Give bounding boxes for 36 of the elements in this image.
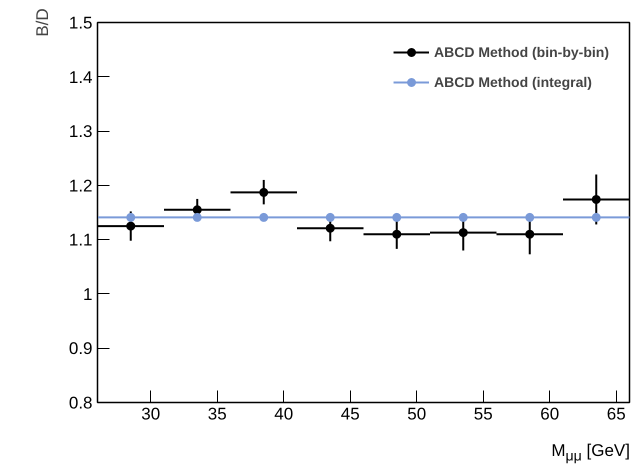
point bbox=[392, 212, 402, 222]
x-tick-label: 30 bbox=[141, 404, 160, 424]
point bbox=[326, 212, 335, 222]
x-tick-label: 50 bbox=[407, 404, 426, 424]
point bbox=[192, 212, 202, 222]
y-tick-label: 1.1 bbox=[68, 230, 93, 250]
x-axis-title: M$_{μμ}$ [GeV] bbox=[551, 441, 630, 466]
x-tick-label: 40 bbox=[274, 404, 294, 424]
point bbox=[326, 224, 335, 233]
x-tick-label: 35 bbox=[208, 404, 227, 424]
y-tick-label: 1.3 bbox=[68, 122, 93, 142]
x-tick-label: 45 bbox=[340, 404, 360, 424]
point bbox=[458, 228, 468, 238]
y-tick-label: 0.8 bbox=[68, 394, 93, 412]
legend-label: ABCD Method (bin-by-bin) bbox=[434, 44, 609, 60]
y-axis-title: B/D bbox=[32, 8, 52, 37]
y-tick-label: 1.5 bbox=[68, 14, 93, 32]
legend-label: ABCD Method (integral) bbox=[434, 74, 592, 90]
point bbox=[592, 212, 601, 222]
point bbox=[126, 212, 136, 222]
point bbox=[259, 212, 268, 222]
y-tick-label: 1.4 bbox=[68, 68, 93, 87]
point bbox=[126, 222, 136, 231]
point bbox=[525, 230, 534, 239]
point bbox=[192, 205, 202, 214]
x-tick-label: 60 bbox=[540, 404, 560, 424]
point bbox=[392, 230, 402, 239]
point bbox=[592, 194, 601, 204]
x-tick-label: 65 bbox=[606, 404, 626, 424]
point bbox=[525, 212, 534, 222]
y-tick-label: 1.2 bbox=[68, 176, 93, 196]
x-tick-label: 55 bbox=[474, 404, 493, 424]
point bbox=[458, 212, 468, 222]
point bbox=[259, 188, 268, 197]
y-tick-label: 0.9 bbox=[68, 339, 93, 358]
y-tick-label: 1 bbox=[83, 284, 93, 304]
